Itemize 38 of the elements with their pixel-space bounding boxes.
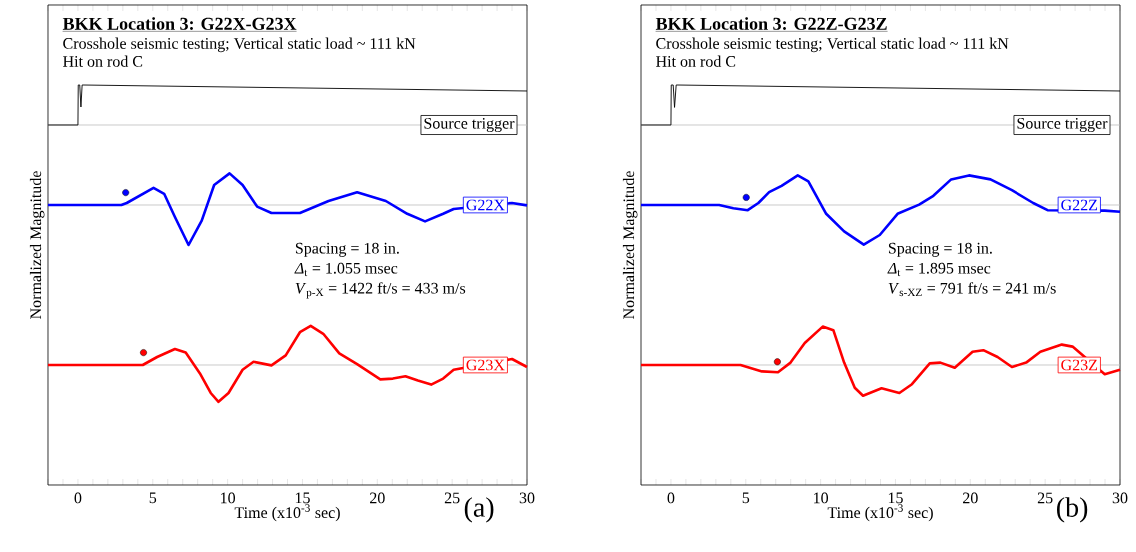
text: (a) — [464, 497, 494, 523]
x-tick-label: 5 — [149, 492, 157, 504]
series-label: G23Z — [1061, 359, 1098, 371]
series-label: G23X — [466, 359, 505, 371]
x-tick-label: 30 — [519, 492, 535, 504]
series-label: G22X — [466, 199, 505, 211]
x-axis-title: Time (x10$^{-3}$ sec) — [827, 504, 933, 522]
series-label: Source trigger — [1017, 117, 1108, 133]
annotation: Spacing = 18 in. — [888, 242, 992, 257]
x-tick-label: 10 — [221, 492, 236, 504]
chart-title: BKK Location 3: G22X-G23X — [62, 17, 297, 30]
x-tick-label: 0 — [74, 492, 82, 504]
x-tick-label: 15 — [888, 492, 903, 504]
chart-title: BKK Location 3: G22Z-G23Z — [655, 17, 887, 30]
x-tick-label: 30 — [1112, 492, 1128, 504]
x-tick-label: 5 — [742, 492, 750, 504]
text: Hit on rod C — [656, 55, 736, 67]
annotation: Spacing = 18 in. — [295, 242, 399, 257]
x-tick-label: 20 — [370, 492, 385, 504]
x-tick-label: 20 — [963, 492, 978, 504]
annotation: Δ$_{t}$ = 1.895 msec — [887, 262, 991, 277]
y-axis-title: Normalized Magnitude — [29, 171, 45, 319]
x-tick-label: 0 — [667, 492, 675, 504]
x-tick-label: 25 — [444, 492, 460, 504]
chart-subtitle: Crosshole seismic testing; Vertical static load ~ 111 kN — [656, 37, 1009, 53]
x-tick-label: 25 — [1037, 492, 1053, 504]
annotation: V$_{p-X}$ = 1422 ft/s = 433 m/s — [295, 282, 466, 299]
series-label: Source trigger — [424, 117, 515, 133]
annotation: Δ$_{t}$ = 1.055 msec — [294, 262, 398, 277]
text: Hit on rod C — [63, 55, 143, 67]
text: (b) — [1057, 497, 1088, 523]
y-axis-title: Normalized Magnitude — [622, 171, 638, 319]
series-label: G22Z — [1061, 199, 1098, 211]
chart-subtitle: Crosshole seismic testing; Vertical static load ~ 111 kN — [63, 37, 416, 53]
annotation: V$_{s-XZ}$ = 791 ft/s = 241 m/s — [888, 282, 1056, 297]
x-tick-label: 15 — [295, 492, 310, 504]
x-tick-label: 10 — [814, 492, 829, 504]
x-axis-title: Time (x10$^{-3}$ sec) — [234, 504, 340, 522]
